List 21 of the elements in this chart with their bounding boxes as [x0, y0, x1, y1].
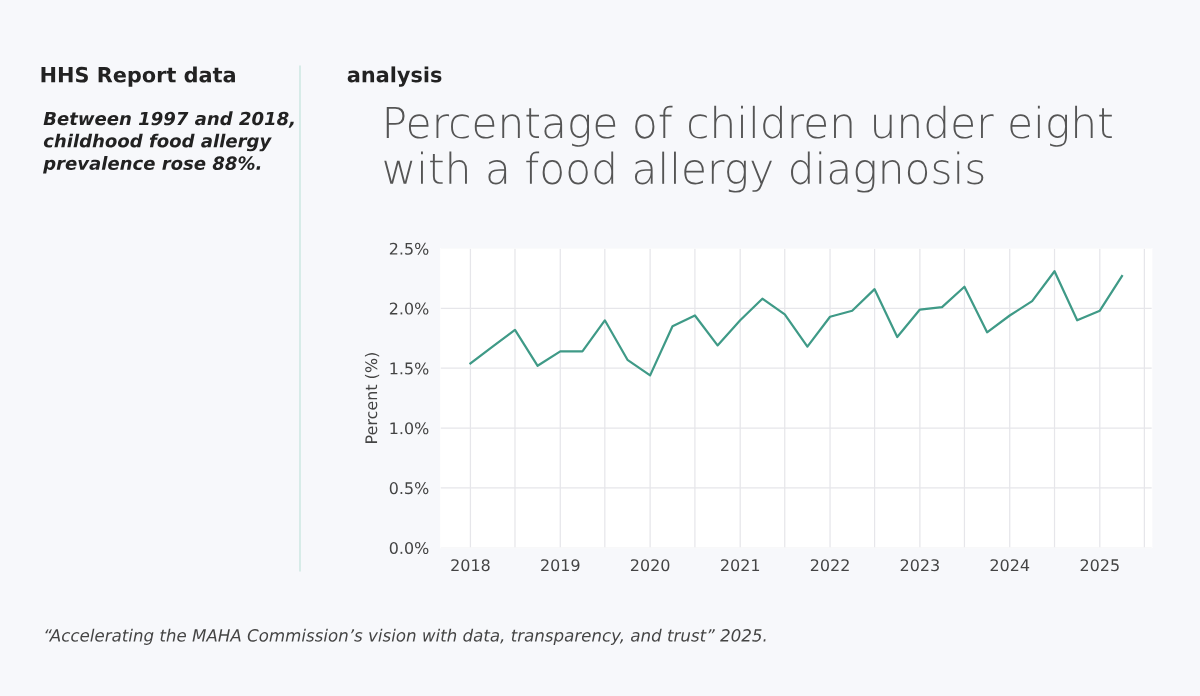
text: HHS Report data	[41, 66, 235, 87]
x-tick-label: 2023	[900, 559, 939, 572]
text: Between 1997 and 2018, childhood food allergy prevalence rose 88%.	[43, 111, 294, 174]
y-tick-label: 0.5%	[389, 482, 429, 495]
x-tick-label: 2021	[721, 559, 760, 572]
y-axis-title: Percent (%)	[364, 353, 380, 443]
x-tick-label: 2022	[810, 559, 849, 572]
y-tick-label: 2.0%	[389, 302, 429, 315]
x-tick-label: 2025	[1080, 559, 1119, 572]
text: analysis	[347, 66, 442, 87]
y-tick-label: 1.5%	[390, 362, 429, 375]
chart-title: Percentage of children under eight with a food allergy diagnosis	[384, 105, 1112, 193]
line-series	[469, 270, 1124, 377]
y-tick-label: 0.0%	[389, 541, 429, 555]
x-tick-label: 2024	[990, 559, 1030, 572]
x-tick-label: 2018	[451, 559, 490, 572]
y-tick-label: 1.0%	[390, 422, 429, 435]
text: “Accelerating the MAHA Commission’s vision with data, transparency, and trust” 2025.	[45, 628, 766, 645]
x-tick-label: 2020	[630, 559, 670, 572]
x-tick-label: 2019	[541, 559, 580, 572]
y-tick-label: 2.5%	[389, 242, 429, 255]
